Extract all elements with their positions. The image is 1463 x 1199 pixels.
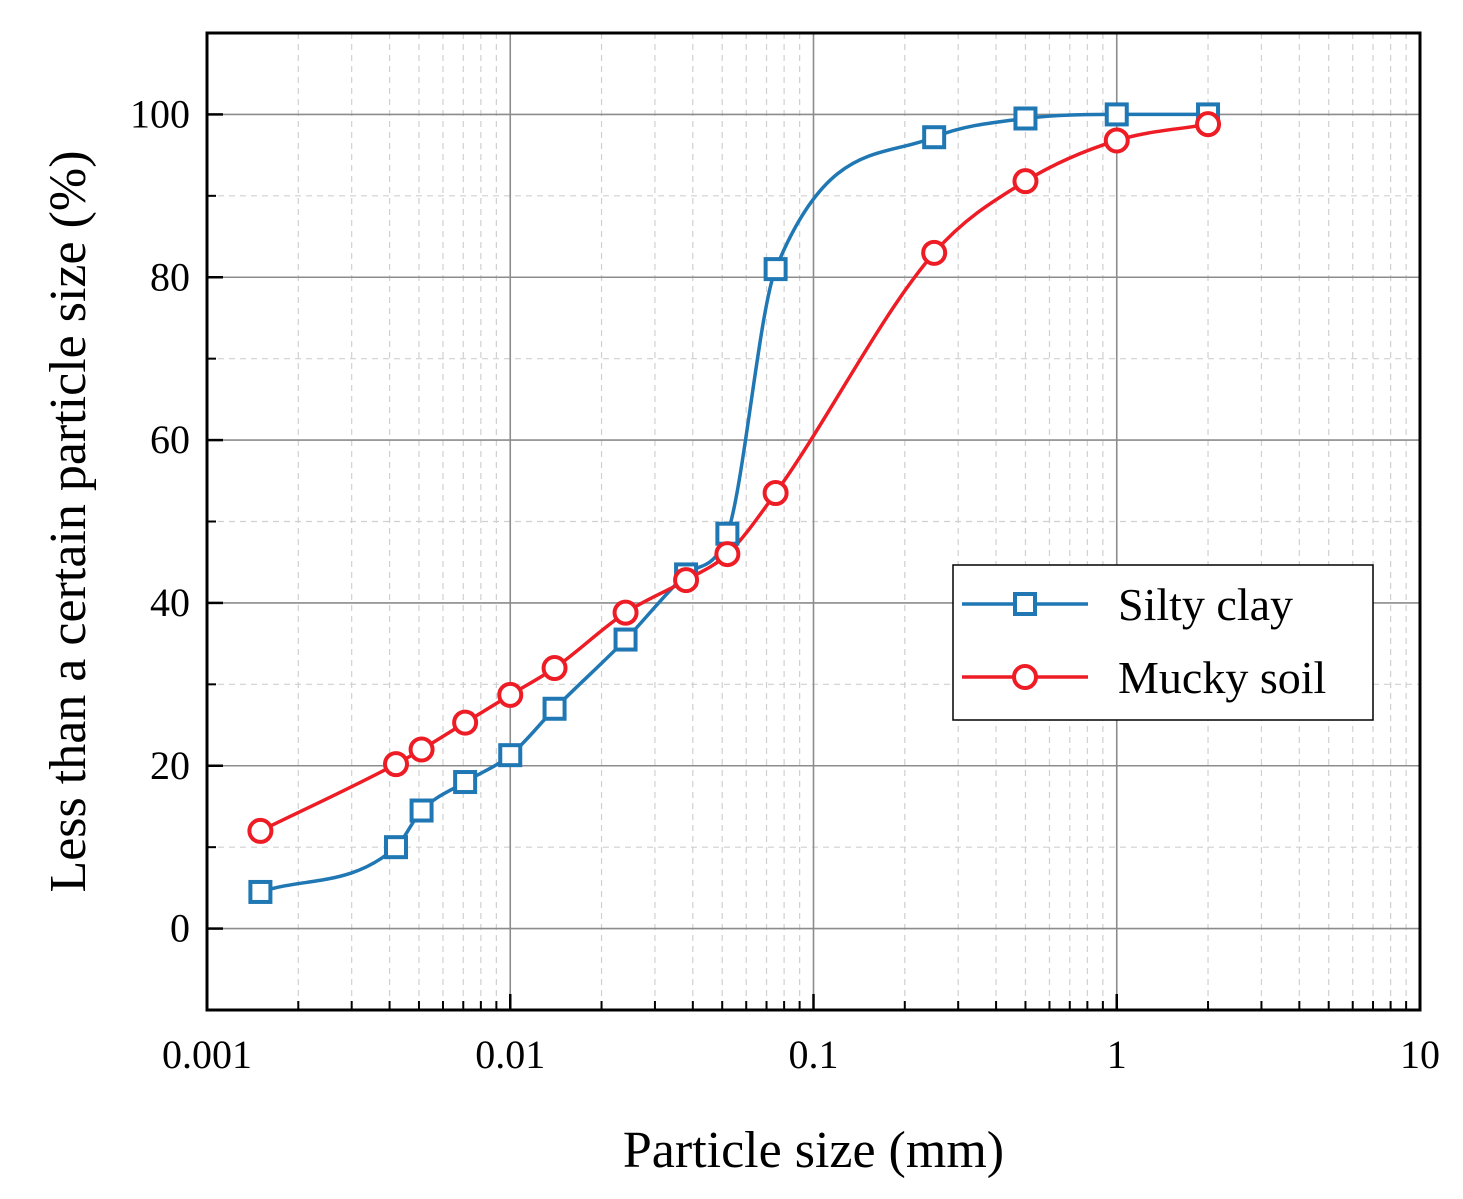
y-tick-label: 60 — [150, 417, 190, 462]
y-axis-title: Less than a certain particle size (%) — [40, 150, 97, 892]
mucky-soil-point — [541, 655, 568, 682]
silty-clay-legend-label: Silty clay — [1118, 579, 1293, 630]
silty-clay-point — [613, 627, 638, 652]
ticks — [205, 113, 1422, 1010]
markers — [247, 102, 1222, 904]
mucky-soil-point — [1103, 127, 1130, 154]
mucky-soil-point — [408, 736, 435, 763]
x-tick-label: 0.01 — [475, 1032, 545, 1077]
legend-box — [952, 564, 1374, 721]
y-tick-label: 100 — [130, 91, 190, 136]
x-tick-label: 0.001 — [162, 1032, 252, 1077]
silty-clay-legend-marker — [1013, 592, 1037, 616]
silty-clay-point — [384, 835, 409, 860]
mucky-soil-point — [1195, 111, 1222, 138]
y-tick-label: 80 — [150, 254, 190, 299]
mucky-soil-point — [673, 567, 700, 594]
silty-clay-point — [453, 770, 478, 795]
mucky-soil-legend-label: Mucky soil — [1118, 652, 1326, 703]
mucky-soil-point — [452, 709, 479, 736]
silty-clay-point — [248, 879, 273, 904]
silty-clay-point — [715, 521, 740, 546]
mucky-soil-point — [762, 480, 789, 507]
silty-clay-point — [1104, 102, 1129, 127]
mucky-soil-point — [383, 751, 410, 778]
mucky-soil-legend-marker — [1012, 664, 1038, 690]
x-axis-title: Particle size (mm) — [623, 1122, 1004, 1179]
y-tick-label: 20 — [150, 743, 190, 788]
silty-clay-point — [922, 125, 947, 150]
silty-clay-point — [409, 798, 434, 823]
silty-clay-point — [542, 696, 567, 721]
x-tick-label: 0.1 — [789, 1032, 839, 1077]
mucky-soil-point — [921, 239, 948, 266]
x-tick-label: 1 — [1107, 1032, 1127, 1077]
mucky-soil-curve — [259, 122, 1209, 833]
mucky-soil-point — [1012, 168, 1039, 195]
legend: Silty clay Mucky soil — [952, 564, 1374, 721]
mucky-soil-point — [612, 599, 639, 626]
x-tick-label: 10 — [1400, 1032, 1440, 1077]
mucky-soil-point — [497, 681, 524, 708]
silty-clay-point — [763, 257, 788, 282]
silty-clay-point — [1013, 106, 1038, 131]
mucky-soil-point — [714, 541, 741, 568]
mucky-soil-point — [247, 817, 274, 844]
y-tick-label: 40 — [150, 580, 190, 625]
silty-clay-point — [498, 743, 523, 768]
grid — [207, 33, 1420, 1010]
y-tick-label: 0 — [170, 906, 190, 951]
